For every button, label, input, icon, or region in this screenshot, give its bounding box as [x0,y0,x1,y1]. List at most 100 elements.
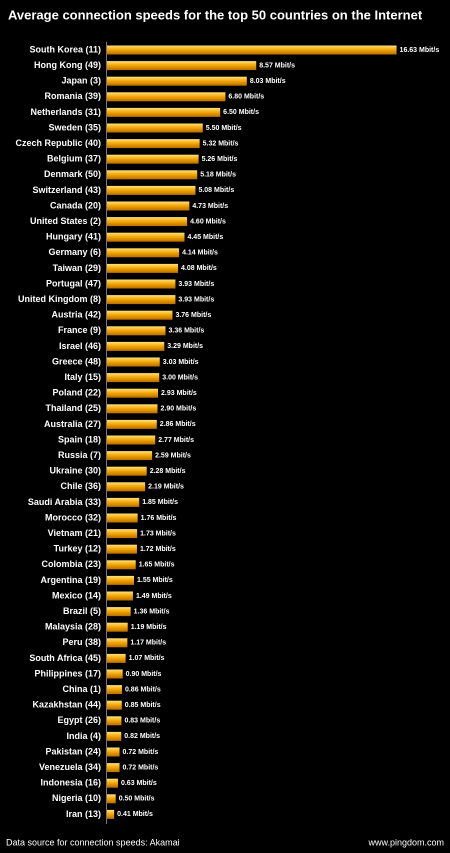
bar [107,185,196,195]
category-label: Israel (46) [59,341,101,351]
value-label: 3.29 Mbit/s [167,343,203,350]
category-label: Brazil (5) [63,606,101,616]
value-label: 0.72 Mbit/s [123,764,159,771]
bar [107,217,188,227]
bar [107,669,123,679]
value-label: 2.77 Mbit/s [158,437,194,444]
category-label: Philippines (17) [34,668,101,678]
value-label: 16.63 Mbit/s [400,47,440,54]
value-label: 0.41 Mbit/s [117,811,153,818]
category-label: Hong Kong (49) [34,60,101,70]
value-label: 5.50 Mbit/s [206,125,242,132]
bar [107,123,203,133]
category-label: Kazakhstan (44) [32,700,101,710]
value-label: 3.36 Mbit/s [169,328,205,335]
category-label: Venezuela (34) [39,762,101,772]
value-label: 0.83 Mbit/s [124,718,160,725]
value-label: 1.17 Mbit/s [130,640,166,647]
value-label: 6.80 Mbit/s [228,94,264,101]
category-label: Austria (42) [51,310,101,320]
value-label: 1.49 Mbit/s [136,593,172,600]
category-label: Ukraine (30) [49,466,101,476]
category-label: Czech Republic (40) [15,138,101,148]
category-label: India (4) [66,731,101,741]
value-label: 1.73 Mbit/s [140,530,176,537]
bar [107,653,126,663]
credit: www.pingdom.com [367,837,444,847]
value-label: 5.32 Mbit/s [203,140,239,147]
value-label: 8.03 Mbit/s [250,78,286,85]
bar [107,248,180,258]
category-label: Morocco (32) [45,512,101,522]
value-label: 2.19 Mbit/s [148,484,184,491]
bar [107,341,165,351]
bar [107,279,176,289]
bar [107,295,176,305]
bar [107,716,122,726]
category-label: Mexico (14) [52,590,101,600]
value-label: 1.76 Mbit/s [141,515,177,522]
bar [107,170,198,180]
value-label: 3.76 Mbit/s [175,312,211,319]
category-label: Germany (6) [48,247,101,257]
value-label: 2.90 Mbit/s [160,406,196,413]
value-label: 2.59 Mbit/s [155,452,191,459]
bar [107,139,200,149]
category-label: Romania (39) [44,91,101,101]
bar [107,232,185,242]
bar [107,388,159,398]
bar [107,809,115,819]
bar [107,622,128,632]
value-label: 4.08 Mbit/s [181,265,217,272]
category-label: United Kingdom (8) [18,294,101,304]
bar [107,61,257,71]
bar [107,451,153,461]
bar [107,435,156,445]
category-label: Argentina (19) [40,575,101,585]
value-label: 3.93 Mbit/s [178,296,214,303]
bar [107,560,136,570]
bar [107,685,122,695]
value-label: 5.08 Mbit/s [198,187,234,194]
value-label: 1.85 Mbit/s [142,499,178,506]
bar [107,513,138,523]
bar [107,45,397,55]
category-label: Egypt (26) [57,715,101,725]
category-label: United States (2) [30,216,101,226]
value-label: 6.50 Mbit/s [223,109,259,116]
category-label: Portugal (47) [46,278,101,288]
value-label: 1.65 Mbit/s [139,562,175,569]
bar [107,326,166,336]
category-label: South Africa (45) [29,653,101,663]
category-label: Sweden (35) [48,122,101,132]
value-label: 1.07 Mbit/s [129,655,165,662]
value-label: 0.50 Mbit/s [119,796,155,803]
bar [107,497,140,507]
bar [107,107,221,117]
value-label: 0.90 Mbit/s [126,671,162,678]
category-label: Poland (22) [52,388,101,398]
bar [107,404,158,414]
category-label: Thailand (25) [45,403,101,413]
category-label: Vietnam (21) [48,528,101,538]
bar [107,700,122,710]
bar [107,263,179,273]
bar [107,763,120,773]
bar [107,373,160,383]
bar [107,92,226,102]
value-label: 2.93 Mbit/s [161,390,197,397]
chart-title: Average connection speeds for the top 50… [8,7,423,22]
bar [107,747,120,757]
value-label: 1.19 Mbit/s [131,624,167,631]
value-label: 1.55 Mbit/s [137,577,173,584]
category-label: Malaysia (28) [45,622,101,632]
category-label: Saudi Arabia (33) [28,497,101,507]
category-label: Turkey (12) [54,544,101,554]
value-label: 2.86 Mbit/s [160,421,196,428]
value-label: 3.03 Mbit/s [163,359,199,366]
bar [107,482,146,492]
value-label: 5.18 Mbit/s [200,172,236,179]
value-label: 5.26 Mbit/s [202,156,238,163]
value-label: 2.28 Mbit/s [150,468,186,475]
